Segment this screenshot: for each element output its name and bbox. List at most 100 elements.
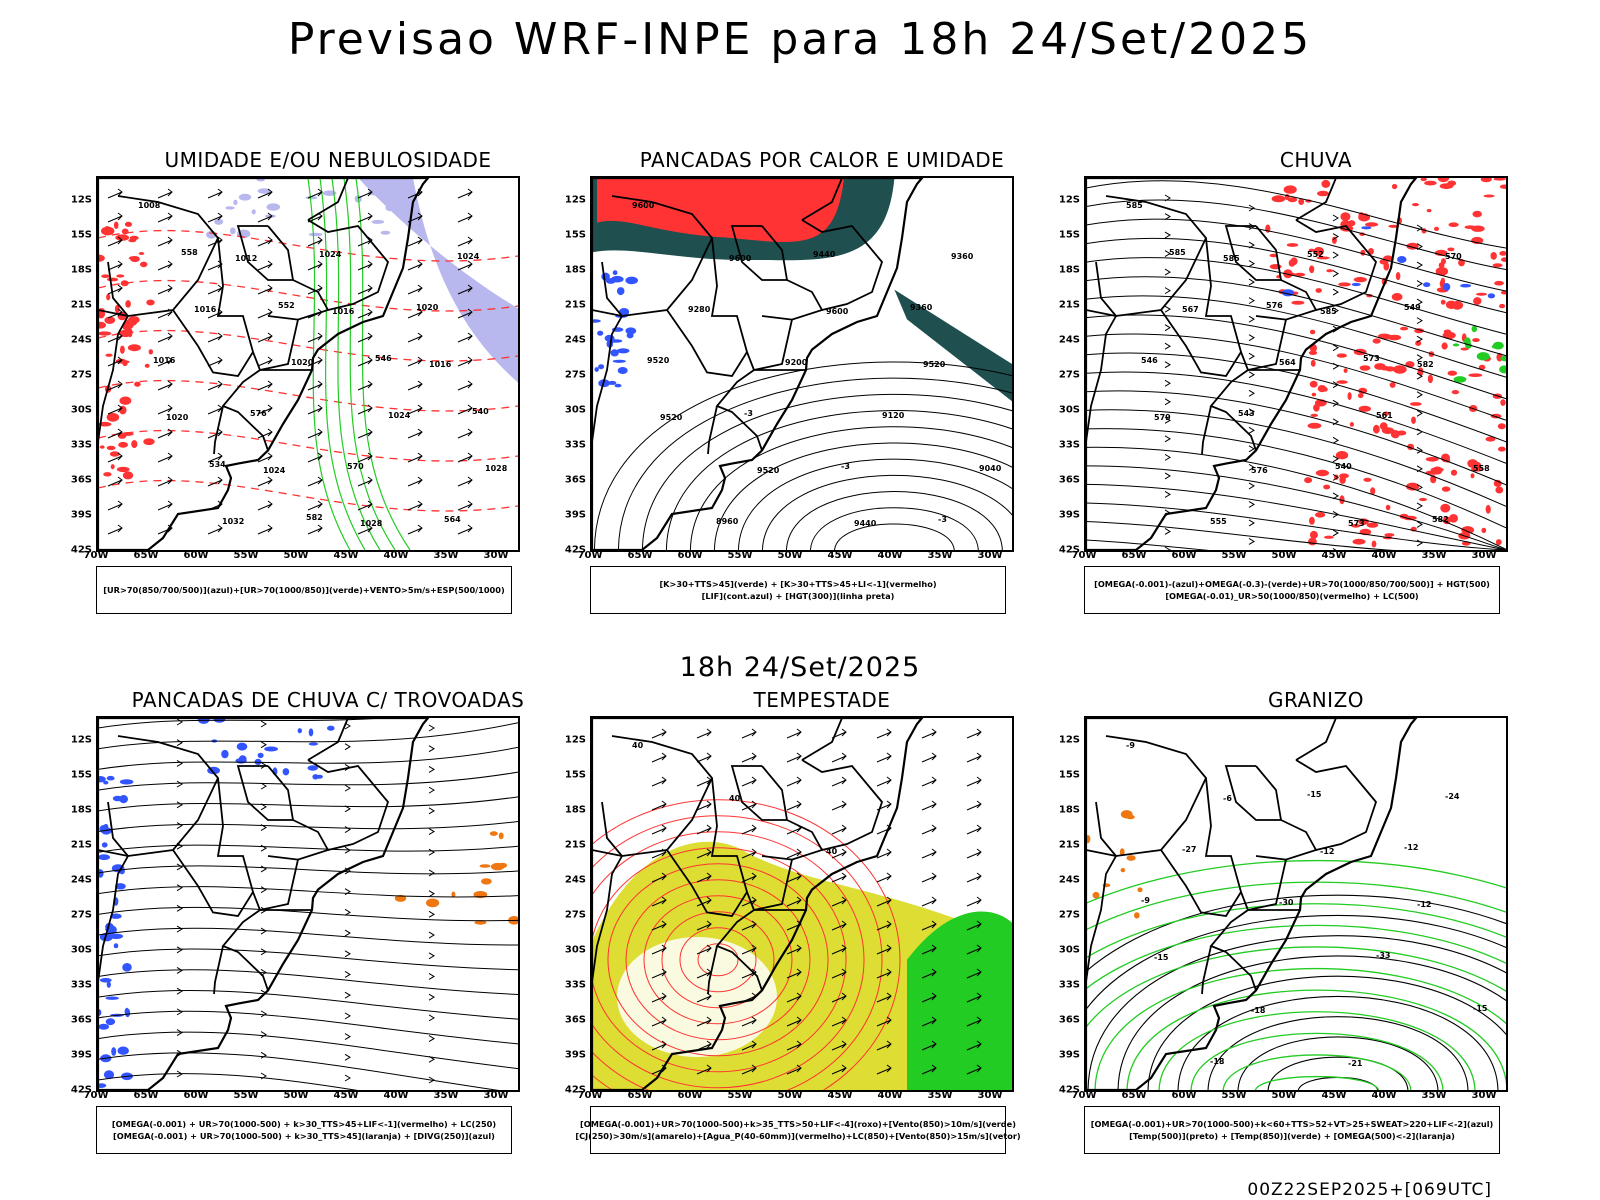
humidity-blob bbox=[251, 209, 256, 215]
streamline-arrow bbox=[1164, 361, 1171, 369]
streamline-arrow bbox=[1248, 352, 1255, 360]
temp500-contour bbox=[1237, 1036, 1439, 1090]
wind-vector bbox=[307, 260, 323, 271]
rain-red-speckle bbox=[1391, 183, 1398, 190]
rain-red-speckle bbox=[1395, 272, 1401, 281]
rain-red-speckle bbox=[1283, 185, 1297, 194]
latitude-tick-label: 18S bbox=[70, 804, 92, 816]
country-border bbox=[307, 759, 390, 851]
lif-contour bbox=[594, 367, 599, 372]
wind-vector bbox=[741, 728, 757, 739]
divergence-blue bbox=[111, 1047, 117, 1056]
panel-title: TEMPESTADE bbox=[753, 688, 891, 712]
rain-red-speckle bbox=[1498, 446, 1506, 452]
divergence-blue bbox=[101, 842, 108, 848]
streamline-arrow bbox=[1416, 224, 1423, 232]
rain-red-speckle bbox=[1288, 259, 1296, 267]
wind-vector bbox=[257, 356, 273, 367]
wind-vector bbox=[921, 1040, 937, 1051]
wind-vector bbox=[107, 284, 123, 295]
contour-label: 558 bbox=[1473, 464, 1490, 473]
rain-red-speckle bbox=[1304, 477, 1313, 484]
wind-vector bbox=[651, 944, 667, 955]
country-border bbox=[707, 405, 718, 455]
longitude-tick-label: 45W bbox=[827, 1090, 853, 1101]
streamline-arrow bbox=[428, 848, 435, 856]
latitude-tick-label: 12S bbox=[70, 734, 92, 746]
humidity-blob bbox=[238, 193, 252, 201]
latitude-tick-label: 15S bbox=[1058, 769, 1080, 781]
rain-red-speckle bbox=[1283, 269, 1293, 279]
longitude-tick-label: 65W bbox=[133, 1090, 159, 1101]
rain-red-speckle bbox=[1485, 504, 1491, 514]
rain-red-speckle bbox=[1384, 533, 1395, 537]
temp500-contour bbox=[1087, 935, 1506, 1090]
wind-vector bbox=[786, 872, 802, 883]
contour-label: 576 bbox=[1251, 466, 1268, 475]
map-panel: GRANIZO -9 -6 -12 -12 -15 -18 -21 -24 -27 -30 -33 -1… bbox=[1059, 688, 1566, 1168]
wind-vector bbox=[407, 452, 423, 463]
rain-red-speckle bbox=[1317, 385, 1327, 393]
wind-vector bbox=[257, 476, 273, 487]
temp500-contour bbox=[1086, 915, 1506, 1011]
divergence-blue bbox=[105, 937, 110, 941]
latitude-tick-label: 21S bbox=[564, 839, 586, 851]
longitude-tick-label: 70W bbox=[1071, 1090, 1097, 1101]
wind-vector bbox=[966, 944, 982, 955]
wind-vector bbox=[696, 872, 712, 883]
country-border bbox=[98, 195, 220, 317]
rain-red-speckle bbox=[1492, 263, 1503, 268]
wind-vector bbox=[457, 284, 473, 295]
streamline-arrow bbox=[1416, 446, 1423, 454]
wind-vector bbox=[966, 1040, 982, 1051]
precipitable-water-contour bbox=[607, 863, 829, 1057]
wind-vector bbox=[966, 776, 982, 787]
contour-label: 9200 bbox=[785, 358, 808, 367]
lif-contour bbox=[612, 359, 626, 363]
rain-red-speckle bbox=[1391, 293, 1403, 301]
streamline-arrow bbox=[344, 950, 351, 958]
streamline-arrow bbox=[428, 745, 435, 753]
rain-red-speckle bbox=[1420, 178, 1427, 182]
rain-red-speckle bbox=[1385, 504, 1391, 511]
streamline-arrow bbox=[1164, 472, 1171, 480]
rain-red-speckle bbox=[1439, 183, 1454, 189]
longitude-tick-label: 50W bbox=[283, 550, 309, 561]
streamline-arrow bbox=[1248, 445, 1255, 453]
wind-vector bbox=[307, 188, 323, 199]
streamline-arrow bbox=[344, 929, 351, 937]
longitude-tick-label: 35W bbox=[1421, 550, 1447, 561]
country-border bbox=[592, 195, 714, 317]
streamline-arrow bbox=[260, 1031, 267, 1039]
streamline bbox=[98, 1052, 499, 1090]
longitude-tick-label: 35W bbox=[433, 1090, 459, 1101]
streamline-arrow bbox=[176, 904, 183, 912]
lif-contour bbox=[612, 270, 618, 276]
rain-red-speckle bbox=[1294, 272, 1306, 277]
wind-vector bbox=[876, 752, 892, 763]
wind-vector bbox=[157, 236, 173, 247]
divergence-blue bbox=[98, 776, 106, 783]
country-border bbox=[1086, 801, 1118, 983]
longitude-tick-label: 45W bbox=[1321, 550, 1347, 561]
contour-label: 582 bbox=[1417, 360, 1434, 369]
country-border bbox=[1224, 765, 1283, 821]
streamline bbox=[1086, 199, 1506, 271]
wind-vector bbox=[357, 356, 373, 367]
legend-box: [OMEGA(-0.001)+UR>70(1000-500)+k<60+TTS>… bbox=[1084, 1106, 1500, 1154]
country-border bbox=[213, 945, 224, 995]
rain-red-speckle bbox=[1424, 180, 1437, 186]
rain-red-speckle bbox=[1493, 479, 1502, 487]
wind-vector bbox=[407, 404, 423, 415]
wind-vector bbox=[876, 968, 892, 979]
temp500-contour bbox=[1298, 1077, 1378, 1090]
rain-red-speckle bbox=[1310, 413, 1318, 417]
divergence-blue bbox=[125, 1008, 131, 1018]
wind-vector bbox=[876, 896, 892, 907]
contour-label: -12 bbox=[1417, 900, 1431, 909]
wind-vector bbox=[921, 752, 937, 763]
streamline bbox=[1086, 409, 1506, 507]
forecast-map bbox=[96, 716, 520, 1092]
rain-red-speckle bbox=[1336, 353, 1347, 358]
wind-vector bbox=[257, 284, 273, 295]
